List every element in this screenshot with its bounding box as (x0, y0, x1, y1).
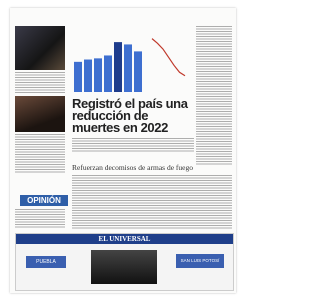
text-block (196, 26, 232, 166)
ad-brand: EL UNIVERSAL (16, 234, 233, 244)
second-headline: Refuerzan decomisos de armas de fuego (72, 163, 232, 172)
bar (134, 51, 142, 92)
bar (94, 58, 102, 92)
ad-box: SAN LUIS POTOSÍ (176, 254, 224, 268)
ad-image (91, 250, 157, 284)
ad-box: PUEBLA (26, 256, 66, 268)
text-block (15, 72, 65, 94)
photo (15, 26, 65, 70)
headline: Registró el país una reducción de muerte… (72, 98, 194, 134)
bar (124, 44, 132, 92)
text-block (15, 134, 65, 174)
trend-line (152, 39, 185, 76)
newspaper-page: OPINIÓN Registró el país una reducción d… (10, 8, 236, 293)
text-block (72, 175, 232, 230)
text-block (72, 138, 194, 152)
bar (114, 42, 122, 92)
text-block (15, 209, 65, 229)
page: OPINIÓN Registró el país una reducción d… (0, 0, 244, 299)
opinion-label: OPINIÓN (20, 195, 68, 206)
bar (74, 62, 82, 92)
bar (84, 60, 92, 92)
bar (104, 55, 112, 92)
advertisement: EL UNIVERSAL PUEBLA SAN LUIS POTOSÍ (15, 233, 234, 291)
chart (70, 26, 190, 96)
photo (15, 96, 65, 132)
